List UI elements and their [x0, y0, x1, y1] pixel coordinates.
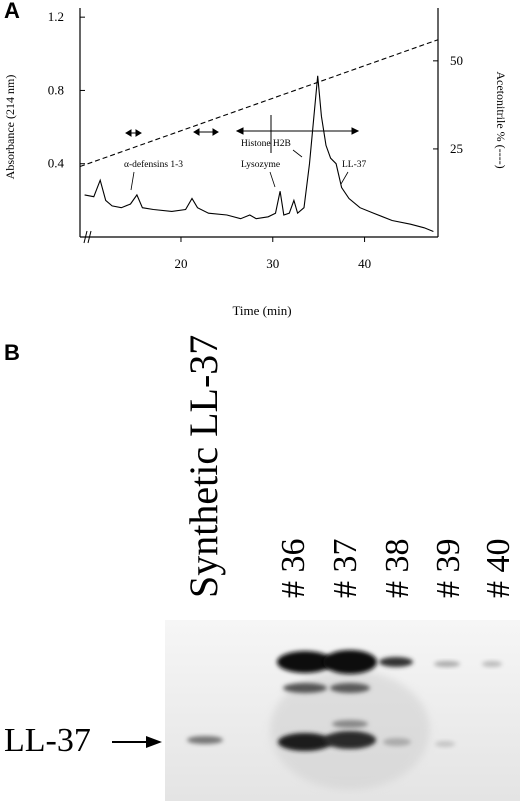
annotation-alpha-defensins: α-defensins 1-3 [124, 159, 183, 170]
y-left-axis-label: Absorbance (214 nm) [3, 75, 17, 180]
y-left-ticks: 0.4 0.8 1.2 [48, 9, 85, 171]
annotation-ll37: LL-37 [342, 160, 367, 170]
x-axis-label: Time (min) [232, 303, 291, 318]
ll37-band-label: LL-37 [4, 722, 91, 759]
blot-smear [270, 670, 430, 790]
peak-annotations: α-defensins 1-3 Lysozyme Histone H2B LL-… [124, 139, 367, 191]
lane-label-36: # 36 [275, 538, 312, 599]
middle-bands [283, 683, 370, 693]
lane-label-40: # 40 [480, 538, 517, 599]
annotation-arrow-lysozyme [269, 171, 276, 188]
annotation-lysozyme: Lysozyme [241, 160, 280, 170]
panel-a-label: A [4, 0, 20, 23]
upper-bands [277, 650, 502, 674]
western-blot-image [165, 620, 520, 801]
lane-label-39: # 39 [430, 538, 467, 599]
y-left-tick-label: 0.4 [48, 156, 65, 171]
ll37-bands [187, 720, 455, 751]
chart-axes [79, 8, 439, 244]
lane-label-37: # 37 [327, 538, 364, 599]
ll37-arrow-icon [112, 736, 162, 748]
y-right-axis-label: Acetonitrile % (----) [494, 71, 508, 168]
y-right-ticks: 25 50 [433, 53, 463, 156]
y-right-tick-label: 25 [450, 141, 463, 156]
x-tick-label: 40 [358, 256, 371, 271]
panel-b-label: B [4, 340, 20, 365]
x-tick-label: 30 [266, 256, 279, 271]
annotation-arrow-histone [292, 149, 303, 158]
y-right-tick-label: 50 [450, 53, 463, 68]
x-ticks: 20 30 40 [174, 237, 371, 271]
lane-label-38: # 38 [379, 538, 416, 599]
annotation-arrow-alpha-defensins [130, 171, 135, 191]
axis-break-mark [83, 230, 92, 244]
x-tick-label: 20 [174, 256, 187, 271]
annotation-arrow-ll37 [340, 171, 349, 185]
acetonitrile-gradient-line [79, 39, 439, 168]
annotation-histone-h2b: Histone H2B [241, 139, 291, 149]
chromatogram-chart: 20 30 40 0.4 0.8 1.2 25 50 α-defensins 1-3 Ly… [3, 8, 508, 318]
absorbance-series-line [84, 75, 434, 233]
y-left-tick-label: 1.2 [48, 9, 64, 24]
fraction-range-arrows [125, 115, 360, 153]
y-left-tick-label: 0.8 [48, 82, 64, 97]
lane-label-synthetic: Synthetic LL-37 [181, 334, 226, 598]
